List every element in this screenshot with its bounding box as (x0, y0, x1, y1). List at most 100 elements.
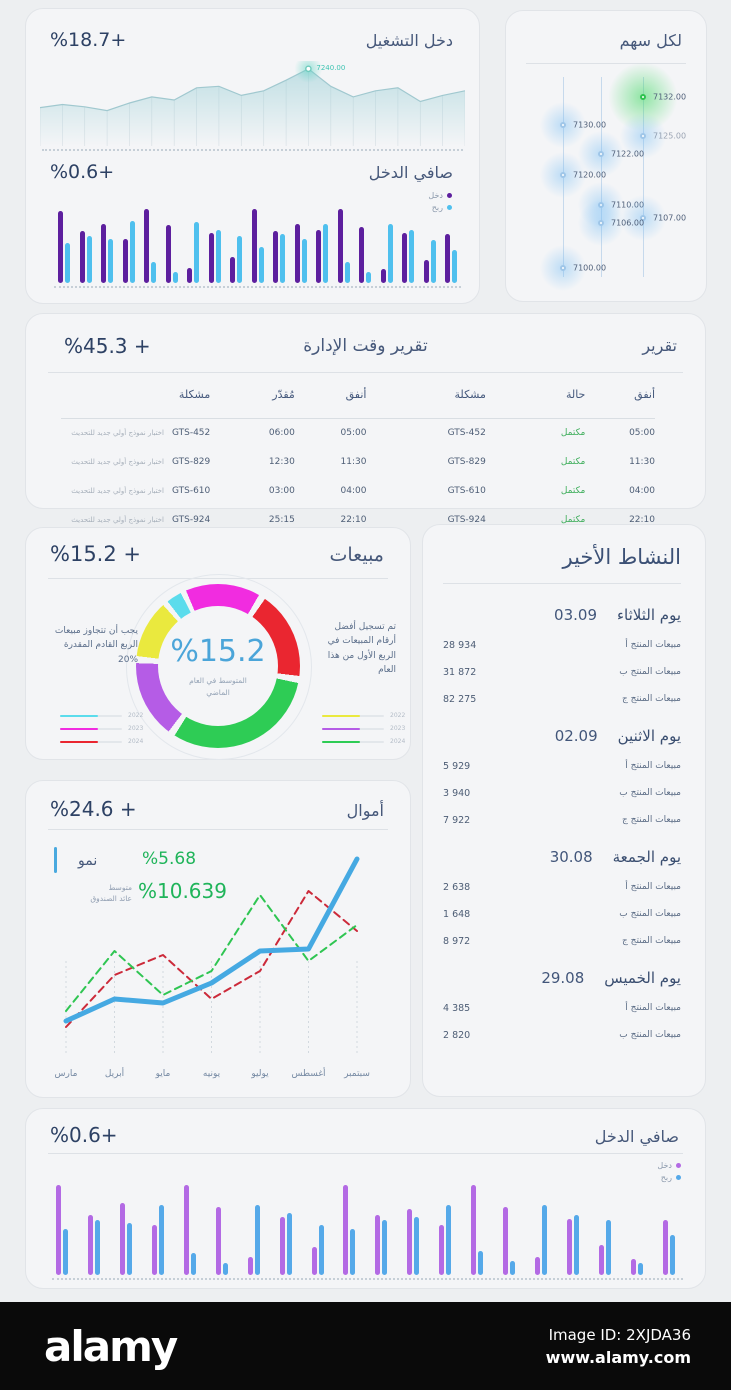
net-income-top-bar-group[interactable] (273, 207, 285, 283)
activity-row[interactable]: مبيعات المنتج ج 8 972 (443, 936, 681, 947)
net-income-top-bar-group[interactable] (402, 207, 414, 283)
report-cell[interactable]: GTS-829 اختبار نموذج أولي جديد للتحديث (61, 447, 210, 476)
net-income-top-bar-group[interactable] (208, 207, 221, 283)
activity-row[interactable]: مبيعات المنتج ب 1 648 (443, 909, 681, 920)
report-cell[interactable]: 03:00 (210, 476, 295, 505)
net-income-top-bar-group[interactable] (337, 207, 350, 283)
sales-legend-right-row[interactable]: 2022 (322, 712, 405, 719)
activity-row[interactable]: مبيعات المنتج ب 3 940 (443, 788, 681, 799)
per-share-point[interactable] (640, 133, 646, 139)
legend-item-income[interactable]: دخل (428, 191, 452, 200)
net-income-bottom-bar-group[interactable] (183, 1175, 196, 1275)
legend-item-profit[interactable]: ربح (657, 1173, 681, 1182)
net-income-top-profit-bar (366, 272, 371, 283)
sales-legend-left-row[interactable]: 2023 (60, 725, 143, 732)
net-income-top-bar-group[interactable] (79, 207, 92, 283)
activity-row[interactable]: مبيعات المنتج أ 2 638 (443, 882, 681, 893)
per-share-point[interactable] (640, 94, 646, 100)
report-cell[interactable]: 25:15 (210, 505, 295, 534)
net-income-top-bar-group[interactable] (380, 207, 393, 283)
report-cell[interactable]: GTS-610 (366, 476, 486, 505)
net-income-top-bar-group[interactable] (359, 207, 371, 283)
net-income-bottom-bar-group[interactable] (535, 1175, 548, 1275)
net-income-top-bar-group[interactable] (423, 207, 436, 283)
report-cell[interactable]: مكتمل (486, 447, 586, 476)
per-share-point[interactable] (560, 172, 566, 178)
per-share-point[interactable] (560, 265, 566, 271)
net-income-bottom-bar-group[interactable] (311, 1175, 324, 1275)
activity-row[interactable]: مبيعات المنتج ج 7 922 (443, 815, 681, 826)
activity-row[interactable]: مبيعات المنتج أ 4 385 (443, 1003, 681, 1014)
net-income-top-bar-group[interactable] (58, 207, 70, 283)
bars-baseline (52, 1278, 683, 1280)
per-share-point[interactable] (640, 215, 646, 221)
net-income-bottom-bar-group[interactable] (56, 1175, 68, 1275)
net-income-bottom-bar-group[interactable] (119, 1175, 132, 1275)
legend-item-profit[interactable]: ربح (428, 203, 452, 212)
net-income-bottom-bar-group[interactable] (471, 1175, 484, 1275)
net-income-top-bar-group[interactable] (251, 207, 264, 283)
report-cell[interactable]: مكتمل (486, 418, 586, 447)
report-cell[interactable]: GTS-452 اختبار نموذج أولي جديد للتحديث (61, 418, 210, 447)
activity-row[interactable]: مبيعات المنتج أ 5 929 (443, 761, 681, 772)
activity-row[interactable]: مبيعات المنتج ب 2 820 (443, 1030, 681, 1041)
report-cell[interactable]: GTS-829 (366, 447, 486, 476)
report-cell[interactable]: GTS-452 (366, 418, 486, 447)
per-share-point[interactable] (598, 220, 604, 226)
report-cell[interactable]: 11:30 (295, 447, 367, 476)
net-income-bottom-bar-group[interactable] (407, 1175, 420, 1275)
report-cell[interactable]: 22:10 (585, 505, 655, 534)
net-income-bottom-bar-group[interactable] (151, 1175, 164, 1275)
report-cell[interactable]: GTS-610 اختبار نموذج أولي جديد للتحديث (61, 476, 210, 505)
per-share-point[interactable] (560, 122, 566, 128)
sales-legend-left-row[interactable]: 2024 (60, 738, 143, 745)
report-cell[interactable]: 05:00 (295, 418, 367, 447)
net-income-bottom-bar-group[interactable] (215, 1175, 228, 1275)
net-income-top-bar-group[interactable] (316, 207, 328, 283)
net-income-top-bar-group[interactable] (144, 207, 156, 283)
net-income-top-bar-group[interactable] (122, 207, 135, 283)
product-value: 8 972 (443, 936, 471, 947)
net-income-top-bar-group[interactable] (165, 207, 178, 283)
report-cell[interactable]: 12:30 (210, 447, 295, 476)
net-income-top-bar-group[interactable] (445, 207, 457, 283)
net-income-bottom-bar-group[interactable] (87, 1175, 100, 1275)
report-cell[interactable]: 04:00 (585, 476, 655, 505)
net-income-top-bar-group[interactable] (187, 207, 199, 283)
sales-legend-left-row[interactable]: 2022 (60, 712, 143, 719)
net-income-bottom-bar-group[interactable] (630, 1175, 643, 1275)
report-cell[interactable]: مكتمل (486, 476, 586, 505)
net-income-bottom-bar-group[interactable] (598, 1175, 611, 1275)
activity-day-header: يوم الثلاثاء 03.09 (443, 606, 681, 624)
report-cell[interactable]: GTS-924 (366, 505, 486, 534)
net-income-bottom-bar-group[interactable] (279, 1175, 292, 1275)
net-income-bottom-bar-group[interactable] (343, 1175, 356, 1275)
sales-legend-right-row[interactable]: 2024 (322, 738, 405, 745)
activity-row[interactable]: مبيعات المنتج ب 31 872 (443, 667, 681, 678)
report-cell[interactable]: 11:30 (585, 447, 655, 476)
net-income-bottom-bar-group[interactable] (375, 1175, 388, 1275)
sales-legend-right-row[interactable]: 2023 (322, 725, 405, 732)
net-income-top-bar-group[interactable] (101, 207, 113, 283)
report-cell[interactable]: 04:00 (295, 476, 367, 505)
product-label: مبيعات المنتج أ (625, 1003, 681, 1013)
report-cell[interactable]: 22:10 (295, 505, 367, 534)
net-income-bottom-bar-group[interactable] (439, 1175, 452, 1275)
net-income-bottom-bar-group[interactable] (567, 1175, 579, 1275)
activity-row[interactable]: مبيعات المنتج أ 28 934 (443, 640, 681, 651)
activity-row[interactable]: مبيعات المنتج ج 82 275 (443, 694, 681, 705)
report-cell[interactable]: مكتمل (486, 505, 586, 534)
per-share-point[interactable] (598, 202, 604, 208)
funds-line-chart[interactable] (54, 843, 369, 1059)
net-income-top-bar-group[interactable] (230, 207, 242, 283)
report-cell[interactable]: 06:00 (210, 418, 295, 447)
report-cell[interactable]: 05:00 (585, 418, 655, 447)
net-income-top-bar-group[interactable] (294, 207, 307, 283)
net-income-bottom-bar-group[interactable] (503, 1175, 516, 1275)
operating-income-area-chart[interactable]: 7240.00 (40, 61, 465, 146)
net-income-bottom-bar-group[interactable] (247, 1175, 260, 1275)
net-income-bottom-bar-group[interactable] (662, 1175, 675, 1275)
per-share-point[interactable] (598, 151, 604, 157)
report-cell[interactable]: GTS-924 اختبار نموذج أولي جديد للتحديث (61, 505, 210, 534)
legend-item-income[interactable]: دخل (657, 1161, 681, 1170)
